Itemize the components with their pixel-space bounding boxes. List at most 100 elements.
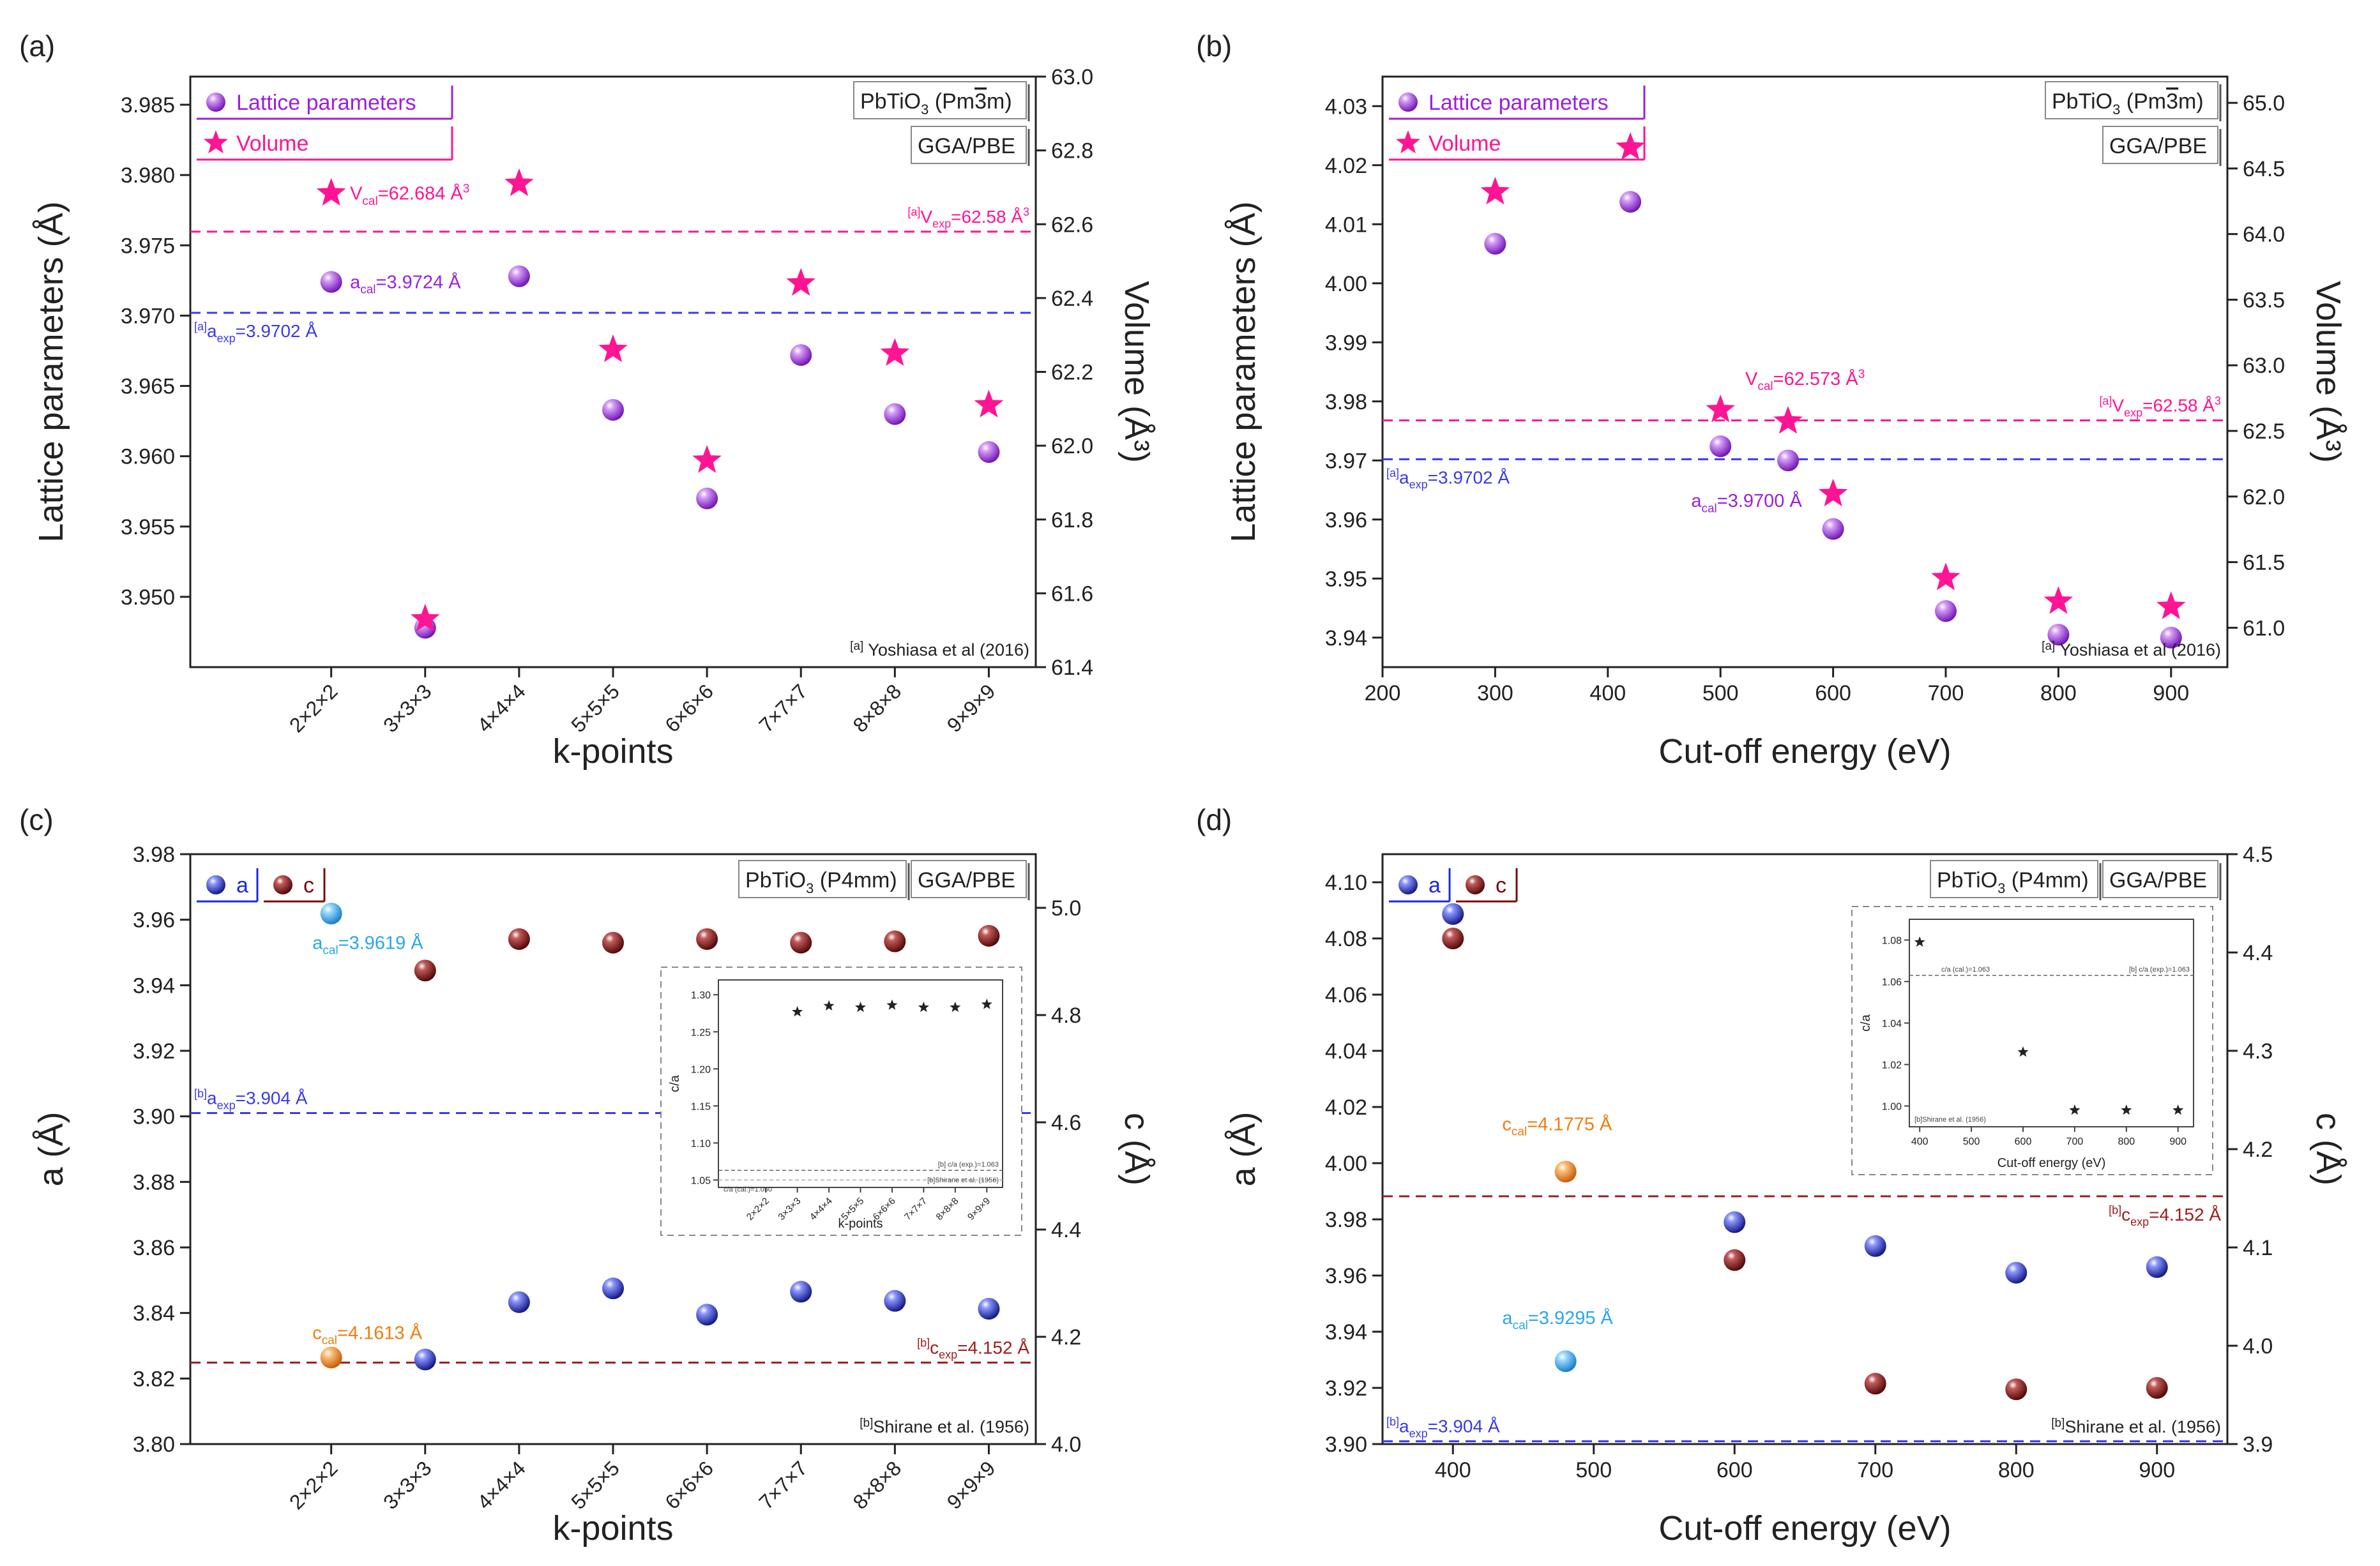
y2-tick-label: 62.2 bbox=[1051, 361, 1093, 385]
data-point-sphere bbox=[1554, 1161, 1577, 1183]
inset-y-label: c/a bbox=[1859, 1014, 1873, 1032]
x-tick-label: 500 bbox=[1575, 1458, 1612, 1482]
y2-tick-label: 4.8 bbox=[1051, 1004, 1081, 1028]
inset-data-point bbox=[854, 1001, 867, 1013]
legend-sphere bbox=[1466, 875, 1485, 894]
text-span: (P4mm) bbox=[814, 868, 897, 892]
y-tick-label: 3.98 bbox=[133, 843, 175, 867]
plot-frame bbox=[189, 75, 1037, 668]
inset-citation: [b]Shirane et al. (1956) bbox=[1914, 1116, 1986, 1124]
y2-tick-label: 62.4 bbox=[1051, 287, 1093, 311]
x-tick-label: 900 bbox=[2139, 1458, 2175, 1482]
y2-tick-label: 62.6 bbox=[1051, 213, 1093, 237]
text-span: exp bbox=[1409, 478, 1428, 491]
text-span: 3 bbox=[921, 102, 929, 117]
y2-tick-label: 4.2 bbox=[2243, 1138, 2273, 1162]
y2-tick-label: 61.5 bbox=[2243, 551, 2285, 575]
data-point-sphere bbox=[508, 1291, 530, 1313]
text-span: cal bbox=[362, 195, 377, 208]
data-point-sphere bbox=[414, 960, 436, 982]
text-span: a bbox=[207, 321, 217, 341]
reference-label: [a]Vexp=62.58 Å3 bbox=[2099, 395, 2221, 419]
x-tick-label: 2×2×2 bbox=[285, 679, 342, 737]
data-point-sphere bbox=[508, 928, 530, 950]
text-span: [a] bbox=[1386, 467, 1399, 479]
inset-x-label: Cut-off energy (eV) bbox=[1997, 1156, 2106, 1170]
inset-y-label: c/a bbox=[668, 1074, 682, 1092]
data-point-star bbox=[1773, 406, 1803, 434]
y2-tick-label: 4.0 bbox=[1051, 1433, 1081, 1457]
y-axis-label: a (Å) bbox=[1224, 1111, 1262, 1186]
text-span: 3 bbox=[1997, 880, 2005, 896]
text-span: [a] bbox=[2099, 395, 2112, 407]
legend-label: Volume bbox=[1429, 132, 1501, 156]
y-tick-label: 3.82 bbox=[133, 1367, 175, 1391]
text-span: exp bbox=[1409, 1427, 1428, 1440]
panel-label: (b) bbox=[1196, 29, 1232, 63]
inset-x-tick-label: 900 bbox=[2169, 1136, 2187, 1147]
x-tick-label: 4×4×4 bbox=[473, 679, 530, 737]
x-tick-label: 400 bbox=[1589, 681, 1626, 705]
y-tick-label: 3.84 bbox=[133, 1302, 175, 1326]
x-axis-label: k-points bbox=[552, 732, 673, 771]
y2-tick-label: 63.0 bbox=[2243, 354, 2285, 378]
data-point-sphere bbox=[320, 902, 342, 924]
text-span: cal bbox=[1513, 1319, 1528, 1332]
y-tick-label: 3.980 bbox=[121, 163, 175, 188]
text-span: a bbox=[1399, 467, 1409, 487]
text-span: =62.573 Å bbox=[1773, 368, 1859, 389]
y2-tick-label: 63.5 bbox=[2243, 288, 2285, 312]
y-tick-label: 3.955 bbox=[121, 515, 175, 539]
inset-y-tick-label: 1.10 bbox=[691, 1138, 711, 1149]
reference-label: [a]Vexp=62.58 Å3 bbox=[907, 206, 1029, 230]
x-tick-label: 8×8×8 bbox=[849, 679, 906, 737]
data-point-sphere bbox=[1619, 191, 1642, 213]
y2-tick-label: 4.6 bbox=[1051, 1111, 1081, 1135]
y2-tick-label: 64.5 bbox=[2243, 157, 2285, 181]
y2-tick-label: 4.4 bbox=[2243, 941, 2273, 965]
panel-label: (a) bbox=[19, 29, 55, 63]
y-tick-label: 3.94 bbox=[1325, 1320, 1367, 1344]
text-span: (Pm bbox=[929, 89, 974, 114]
structure-label: PbTiO3 (P4mm) bbox=[745, 868, 897, 896]
y2-tick-label: 61.6 bbox=[1051, 582, 1093, 606]
data-point-star bbox=[1818, 478, 1848, 507]
inset-exp-label: [b] c/a (exp.)=1.063 bbox=[938, 1161, 999, 1168]
text-span: 3 bbox=[463, 183, 470, 196]
x-tick-label: 4×4×4 bbox=[473, 1456, 530, 1514]
text-span: [b] bbox=[860, 1417, 873, 1430]
text-span: a bbox=[1502, 1308, 1513, 1329]
y-tick-label: 4.10 bbox=[1325, 871, 1367, 895]
text-span: =4.1775 Å bbox=[1527, 1113, 1612, 1134]
info-box bbox=[911, 126, 1027, 164]
y-tick-label: 4.06 bbox=[1325, 983, 1367, 1007]
x-tick-label: 700 bbox=[1928, 681, 1964, 705]
y-tick-label: 3.965 bbox=[121, 375, 175, 399]
data-point-sphere bbox=[1864, 1235, 1886, 1257]
y2-tick-label: 4.3 bbox=[2243, 1039, 2273, 1064]
text-span: m) bbox=[2178, 89, 2204, 114]
data-point-sphere bbox=[320, 271, 342, 293]
y-tick-label: 4.03 bbox=[1325, 94, 1367, 119]
y-axis-label: Lattice parameters (Å) bbox=[32, 201, 70, 542]
y-tick-label: 3.950 bbox=[121, 585, 175, 610]
y2-tick-label: 63.0 bbox=[1051, 65, 1093, 89]
panel-d: (d) 3.90 3.92 3.94 3.96 3.98 4.00 4.02 4.04 4.06 4… bbox=[1196, 803, 2347, 1547]
data-point-sphere bbox=[1777, 449, 1800, 472]
data-point-sphere bbox=[884, 1290, 906, 1312]
data-point-star bbox=[786, 267, 815, 296]
legend-star bbox=[1396, 130, 1420, 154]
x-tick-label: 300 bbox=[1477, 681, 1513, 705]
x-tick-label: 7×7×7 bbox=[755, 1456, 812, 1514]
text-span: m) bbox=[987, 89, 1012, 114]
data-point-sphere bbox=[790, 1281, 812, 1303]
panel-b: (b) 3.94 3.95 3.96 3.97 3.98 3.99 4.00 4.01 4.02 4… bbox=[1196, 29, 2347, 771]
x-axis-label: k-points bbox=[552, 1509, 673, 1547]
x-tick-label: 2×2×2 bbox=[285, 1456, 342, 1514]
data-point-star bbox=[1480, 176, 1510, 205]
reference-label: [b]aexp=3.904 Å bbox=[1386, 1415, 1500, 1440]
data-point-sphere bbox=[1864, 1373, 1886, 1395]
y-tick-label: 4.04 bbox=[1325, 1039, 1367, 1064]
text-span: cal bbox=[1512, 1126, 1527, 1139]
text-span: exp bbox=[2130, 1216, 2149, 1228]
